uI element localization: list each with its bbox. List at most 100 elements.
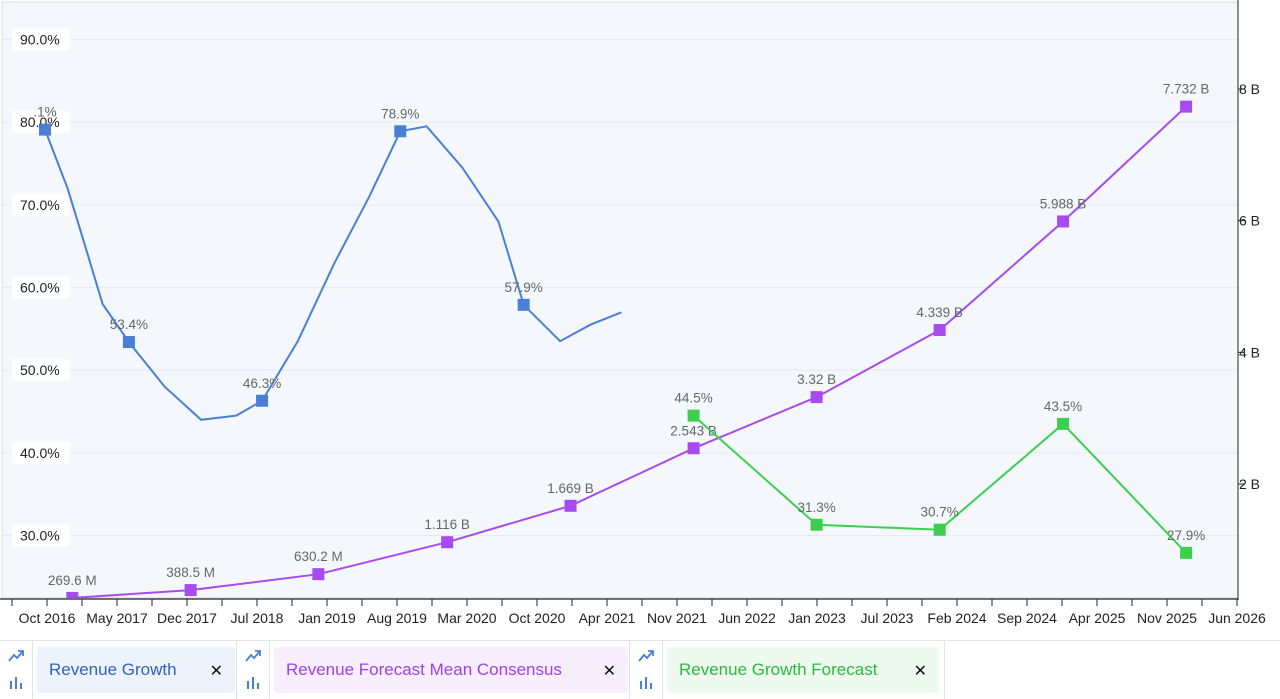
data-marker: [394, 125, 407, 138]
bar-chart-icon[interactable]: [246, 675, 260, 689]
legend-divider: [939, 641, 945, 699]
x-tick-label: Jan 2019: [298, 610, 356, 626]
bar-chart-icon[interactable]: [9, 675, 23, 689]
y-tick-label-bg: [12, 111, 70, 134]
x-tick-label: Jun 2026: [1208, 610, 1266, 626]
data-label: 31.3%: [797, 500, 835, 515]
trend-chart-icon[interactable]: [245, 649, 261, 663]
x-tick-label: Feb 2024: [927, 610, 986, 626]
data-label: 44.5%: [674, 391, 712, 406]
legend-label: Revenue Growth Forecast: [679, 660, 878, 679]
data-label: 4.339 B: [916, 305, 963, 320]
data-marker: [184, 584, 197, 597]
legend-chip-revenue-forecast[interactable]: Revenue Forecast Mean Consensus ✕: [274, 647, 628, 693]
data-label: 46.3%: [243, 376, 281, 391]
x-tick-label: Jan 2023: [788, 610, 846, 626]
x-tick-label: Jul 2018: [231, 610, 284, 626]
bar-chart-icon[interactable]: [639, 675, 653, 689]
data-marker: [256, 394, 269, 407]
x-tick-label: Aug 2019: [367, 610, 427, 626]
data-marker: [312, 568, 325, 581]
data-label: 30.7%: [921, 505, 959, 520]
close-icon[interactable]: ✕: [209, 660, 223, 680]
data-label: 388.5 M: [166, 565, 215, 580]
y-right-tick-label: 8 B: [1239, 81, 1260, 97]
y-tick-label-bg: [12, 28, 70, 51]
legend-chip-revenue-growth-forecast[interactable]: Revenue Growth Forecast ✕: [667, 647, 939, 693]
plot-area: [1, 1, 1239, 599]
data-label: 78.9%: [381, 106, 419, 121]
legend-label: Revenue Forecast Mean Consensus: [286, 660, 562, 679]
y-tick-label-bg: [12, 359, 70, 382]
y-left-tick-label: 60.0%: [20, 280, 60, 296]
series-type-toggle: [236, 641, 270, 699]
trend-chart-icon[interactable]: [8, 649, 24, 663]
x-tick-label: Oct 2016: [19, 610, 76, 626]
legend-chip-revenue-growth[interactable]: Revenue Growth ✕: [37, 647, 235, 693]
data-marker: [1180, 546, 1193, 559]
x-tick-label: Nov 2025: [1137, 610, 1197, 626]
data-label: 43.5%: [1044, 399, 1082, 414]
y-right-tick-label: 2 B: [1239, 476, 1260, 492]
close-icon[interactable]: ✕: [913, 660, 927, 680]
data-label: 27.9%: [1167, 528, 1205, 543]
x-tick-label: Jul 2023: [861, 610, 914, 626]
data-marker: [687, 442, 700, 455]
data-marker: [1057, 417, 1070, 430]
y-left-tick-label: 40.0%: [20, 445, 60, 461]
x-tick-label: Nov 2021: [647, 610, 707, 626]
data-label: 269.6 M: [48, 573, 97, 588]
data-label: 57.9%: [505, 280, 543, 295]
y-tick-label-bg: [12, 193, 70, 216]
y-tick-label-bg: [12, 441, 70, 464]
y-tick-label-bg: [12, 276, 70, 299]
right-axis-area: [1238, 0, 1280, 600]
x-tick-label: Dec 2017: [157, 610, 217, 626]
trend-chart-icon[interactable]: [638, 649, 654, 663]
series-line-0: [44, 125, 622, 421]
data-marker: [441, 536, 454, 549]
x-tick-label: Oct 2020: [509, 610, 566, 626]
data-marker: [517, 298, 530, 311]
data-marker: [1180, 100, 1193, 113]
legend-group-revenue-growth-forecast: Revenue Growth Forecast ✕: [629, 641, 945, 699]
legend-bar: Revenue Growth ✕ Revenue Forecast Mean C…: [0, 640, 1280, 699]
legend-label: Revenue Growth: [49, 660, 177, 679]
y-left-tick-label: 70.0%: [20, 197, 60, 213]
series-line-1: [72, 105, 1187, 598]
series-type-toggle: [629, 641, 663, 699]
y-right-tick-label: 4 B: [1239, 344, 1260, 360]
data-label: 5.988 B: [1040, 196, 1087, 211]
data-marker: [687, 409, 700, 422]
data-label: 3.32 B: [797, 372, 836, 387]
y-right-tick-label: 6 B: [1239, 213, 1260, 229]
data-marker: [38, 123, 51, 136]
data-marker: [66, 591, 79, 598]
data-marker: [122, 336, 135, 349]
x-tick-label: Mar 2020: [437, 610, 496, 626]
data-marker: [1057, 215, 1070, 228]
data-label: 630.2 M: [294, 549, 343, 564]
y-left-tick-label: 90.0%: [20, 32, 60, 48]
y-tick-label-bg: [12, 524, 70, 547]
data-marker: [564, 499, 577, 512]
data-label: 1.669 B: [547, 481, 594, 496]
close-icon[interactable]: ✕: [602, 660, 616, 680]
data-label: 53.4%: [110, 317, 148, 332]
series-type-toggle: [0, 641, 33, 699]
series-layer: .1% 53.4% 46.3% 78.9% 57.9% 269.6 M 388.5 M 630…: [33, 82, 1210, 598]
legend-group-revenue-forecast: Revenue Forecast Mean Consensus ✕: [236, 641, 628, 699]
data-marker: [933, 324, 946, 337]
y-left-tick-label: 50.0%: [20, 362, 60, 378]
data-label: .1%: [33, 105, 56, 120]
data-label: 7.732 B: [1163, 82, 1210, 97]
data-marker: [933, 523, 946, 536]
data-marker: [810, 518, 823, 531]
revenue-chart: 90.0%80.0%70.0%60.0%50.0%40.0%30.0%8 B6 …: [0, 0, 1280, 626]
x-tick-label: Apr 2025: [1069, 610, 1126, 626]
y-left-tick-label: 30.0%: [20, 528, 60, 544]
x-tick-label: May 2017: [86, 610, 148, 626]
x-tick-label: Sep 2024: [997, 610, 1057, 626]
data-marker: [810, 391, 823, 404]
